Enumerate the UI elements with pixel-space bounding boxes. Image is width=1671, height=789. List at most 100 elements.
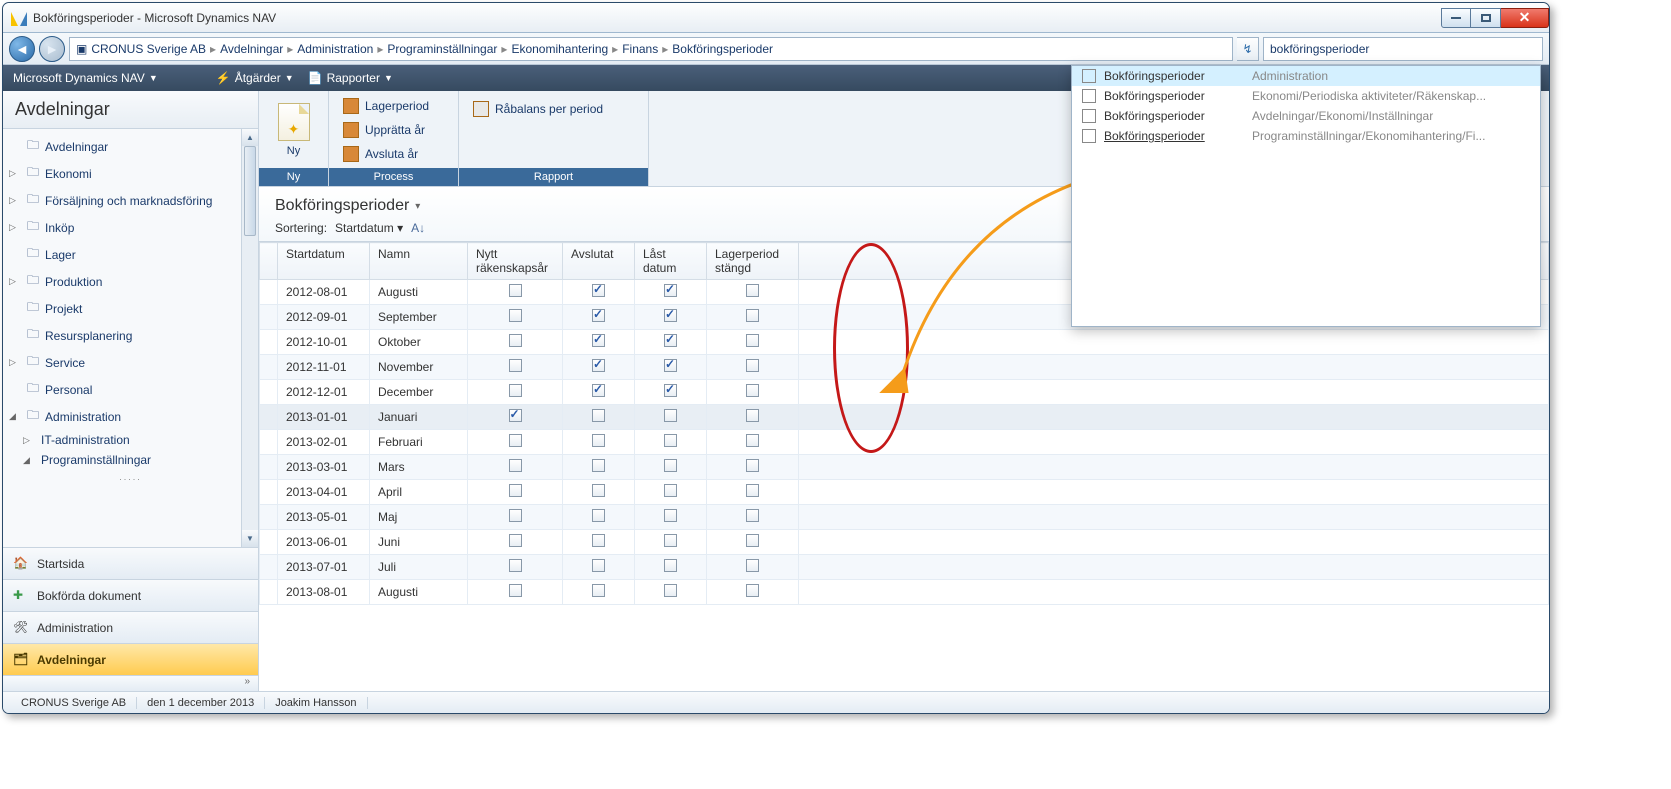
folder-icon: 🗀: [27, 325, 39, 346]
refresh-button[interactable]: ↯: [1237, 37, 1259, 61]
table-row[interactable]: 2013-02-01Februari: [260, 430, 1549, 455]
tree-it-admin[interactable]: ▷IT-administration: [3, 430, 258, 450]
documents-icon: ✚: [13, 588, 29, 604]
folder-icon: 🗀: [27, 190, 39, 211]
list-icon: [1082, 109, 1096, 123]
tree-scrollbar[interactable]: ▲▼: [241, 129, 258, 547]
home-icon: 🏠: [13, 556, 29, 572]
col-nytt[interactable]: Nytt räkenskapsår: [468, 243, 563, 280]
sort-field[interactable]: Startdatum ▾: [335, 221, 403, 235]
nav-tree: 🗀Avdelningar ▷🗀Ekonomi ▷🗀Försäljning och…: [3, 129, 258, 547]
crumb-program[interactable]: Programinställningar: [387, 42, 497, 56]
table-row[interactable]: 2012-12-01December: [260, 380, 1549, 405]
crumb-finans[interactable]: Finans: [622, 42, 658, 56]
folder-icon: 🗀: [27, 136, 39, 157]
table-row[interactable]: 2013-05-01Maj: [260, 505, 1549, 530]
home-icon: ▣: [76, 42, 87, 56]
titlebar: Bokföringsperioder - Microsoft Dynamics …: [3, 3, 1549, 33]
crumb-avdelningar[interactable]: Avdelningar: [220, 42, 283, 56]
ribbon-uppratta[interactable]: Upprätta år: [339, 120, 433, 140]
crumb-company[interactable]: CRONUS Sverige AB: [91, 42, 206, 56]
table-row[interactable]: 2013-04-01April: [260, 480, 1549, 505]
col-startdatum[interactable]: Startdatum: [278, 243, 370, 280]
table-row[interactable]: 2013-01-01Januari: [260, 405, 1549, 430]
app-menu[interactable]: Microsoft Dynamics NAV▼: [9, 71, 158, 85]
search-input[interactable]: [1263, 37, 1543, 61]
close-button[interactable]: ✕: [1501, 8, 1549, 28]
table-row[interactable]: 2013-07-01Juli: [260, 555, 1549, 580]
tree-avdelningar[interactable]: 🗀Avdelningar: [3, 133, 258, 160]
ribbon-rabalans[interactable]: Råbalans per period: [469, 99, 607, 119]
ribbon-group-rapport: Rapport: [459, 168, 648, 186]
tree-inkop[interactable]: ▷🗀Inköp: [3, 214, 258, 241]
tree-administration[interactable]: ◢🗀Administration: [3, 403, 258, 430]
table-row[interactable]: 2013-06-01Juni: [260, 530, 1549, 555]
search-result[interactable]: BokföringsperioderPrograminställningar/E…: [1072, 126, 1540, 146]
col-avslutat[interactable]: Avslutat: [563, 243, 635, 280]
address-bar: ◄ ► ▣ CRONUS Sverige AB▸ Avdelningar▸ Ad…: [3, 33, 1549, 65]
tree-more: .....: [3, 472, 258, 482]
statusbar: CRONUS Sverige AB den 1 december 2013 Jo…: [3, 691, 1549, 713]
tree-programinstallningar[interactable]: ◢Programinställningar: [3, 450, 258, 470]
sort-label: Sortering:: [275, 221, 327, 235]
search-dropdown: BokföringsperioderAdministrationBokförin…: [1071, 65, 1541, 327]
list-icon: [1082, 129, 1096, 143]
maximize-button[interactable]: [1471, 8, 1501, 28]
search-result[interactable]: BokföringsperioderEkonomi/Periodiska akt…: [1072, 86, 1540, 106]
nav-administration[interactable]: 🛠Administration: [3, 611, 258, 643]
folder-icon: 🗀: [27, 244, 39, 265]
status-date: den 1 december 2013: [137, 697, 265, 709]
page-title: Bokföringsperioder: [275, 197, 409, 215]
tree-personal[interactable]: 🗀Personal: [3, 376, 258, 403]
list-icon: [1082, 89, 1096, 103]
folder-icon: 🗀: [27, 217, 39, 238]
crumb-page[interactable]: Bokföringsperioder: [672, 42, 773, 56]
tree-projekt[interactable]: 🗀Projekt: [3, 295, 258, 322]
ribbon-group-ny: Ny: [259, 168, 328, 186]
avsluta-icon: [343, 146, 359, 162]
folder-icon: 🗀: [27, 406, 39, 427]
search-result[interactable]: BokföringsperioderAdministration: [1072, 66, 1540, 86]
col-namn[interactable]: Namn: [370, 243, 468, 280]
tree-produktion[interactable]: ▷🗀Produktion: [3, 268, 258, 295]
tree-forsaljning[interactable]: ▷🗀Försäljning och marknadsföring: [3, 187, 258, 214]
sidebar-collapse[interactable]: »: [3, 675, 258, 691]
ribbon-ny-button[interactable]: ✦Ny: [269, 103, 318, 157]
table-row[interactable]: 2013-08-01Augusti: [260, 580, 1549, 605]
reports-menu[interactable]: 📄Rapporter▼: [308, 71, 393, 85]
ribbon-avsluta[interactable]: Avsluta år: [339, 144, 433, 164]
admin-icon: 🛠: [13, 620, 29, 636]
tree-lager[interactable]: 🗀Lager: [3, 241, 258, 268]
ribbon-group-process: Process: [329, 168, 458, 186]
page-title-dropdown[interactable]: ▾: [415, 201, 420, 212]
back-button[interactable]: ◄: [9, 36, 35, 62]
table-row[interactable]: 2013-03-01Mars: [260, 455, 1549, 480]
col-lagerperiod[interactable]: Lagerperiod stängd: [707, 243, 799, 280]
actions-menu[interactable]: ⚡Åtgärder▼: [216, 71, 294, 85]
forward-button[interactable]: ►: [39, 36, 65, 62]
sidebar-title: Avdelningar: [3, 91, 258, 129]
search-result[interactable]: BokföringsperioderAvdelningar/Ekonomi/In…: [1072, 106, 1540, 126]
sort-direction[interactable]: A↓: [411, 221, 425, 235]
col-last[interactable]: Låst datum: [635, 243, 707, 280]
table-row[interactable]: 2012-11-01November: [260, 355, 1549, 380]
lagerperiod-icon: [343, 98, 359, 114]
table-row[interactable]: 2012-10-01Oktober: [260, 330, 1549, 355]
folder-icon: 🗀: [27, 271, 39, 292]
report-icon: [473, 101, 489, 117]
breadcrumb[interactable]: ▣ CRONUS Sverige AB▸ Avdelningar▸ Admini…: [69, 37, 1233, 61]
tree-service[interactable]: ▷🗀Service: [3, 349, 258, 376]
nav-bokforda[interactable]: ✚Bokförda dokument: [3, 579, 258, 611]
nav-startsida[interactable]: 🏠Startsida: [3, 547, 258, 579]
ribbon-lagerperiod[interactable]: Lagerperiod: [339, 96, 433, 116]
tree-resursplanering[interactable]: 🗀Resursplanering: [3, 322, 258, 349]
tree-ekonomi[interactable]: ▷🗀Ekonomi: [3, 160, 258, 187]
nav-avdelningar[interactable]: 🗂Avdelningar: [3, 643, 258, 675]
crumb-ekonomi[interactable]: Ekonomihantering: [511, 42, 608, 56]
folder-icon: 🗀: [27, 298, 39, 319]
row-selector-header[interactable]: [260, 243, 278, 280]
list-icon: [1082, 69, 1096, 83]
crumb-admin[interactable]: Administration: [297, 42, 373, 56]
status-user: Joakim Hansson: [265, 697, 367, 709]
minimize-button[interactable]: [1441, 8, 1471, 28]
